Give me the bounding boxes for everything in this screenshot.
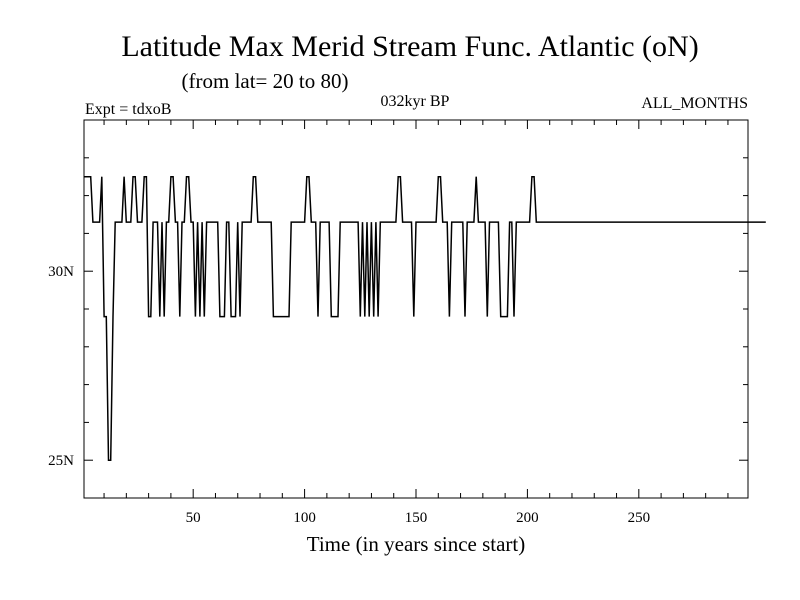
x-tick-label: 150 (405, 510, 428, 526)
months-label: ALL_MONTHS (641, 95, 748, 112)
series-line-0 (84, 175, 766, 461)
y-tick-label: 25N (48, 453, 74, 469)
x-axis-label: Time (in years since start) (307, 532, 526, 556)
period-label: 032kyr BP (381, 93, 450, 110)
experiment-label: Expt = tdxoB (85, 101, 171, 118)
x-tick-label: 100 (293, 510, 316, 526)
x-tick-label: 250 (628, 510, 651, 526)
y-axis-ticks: 25N 30N (48, 119, 748, 499)
x-axis-ticks: 50 100 150 200 250 (103, 120, 729, 526)
y-tick-label: 30N (48, 264, 74, 280)
plot-frame (83, 119, 749, 499)
series-layer (84, 175, 766, 461)
chart-subtitle: (from lat= 20 to 80) (182, 69, 349, 93)
chart-title: Latitude Max Merid Stream Func. Atlantic… (121, 30, 698, 63)
x-tick-label: 50 (186, 510, 201, 526)
x-tick-label: 200 (516, 510, 539, 526)
